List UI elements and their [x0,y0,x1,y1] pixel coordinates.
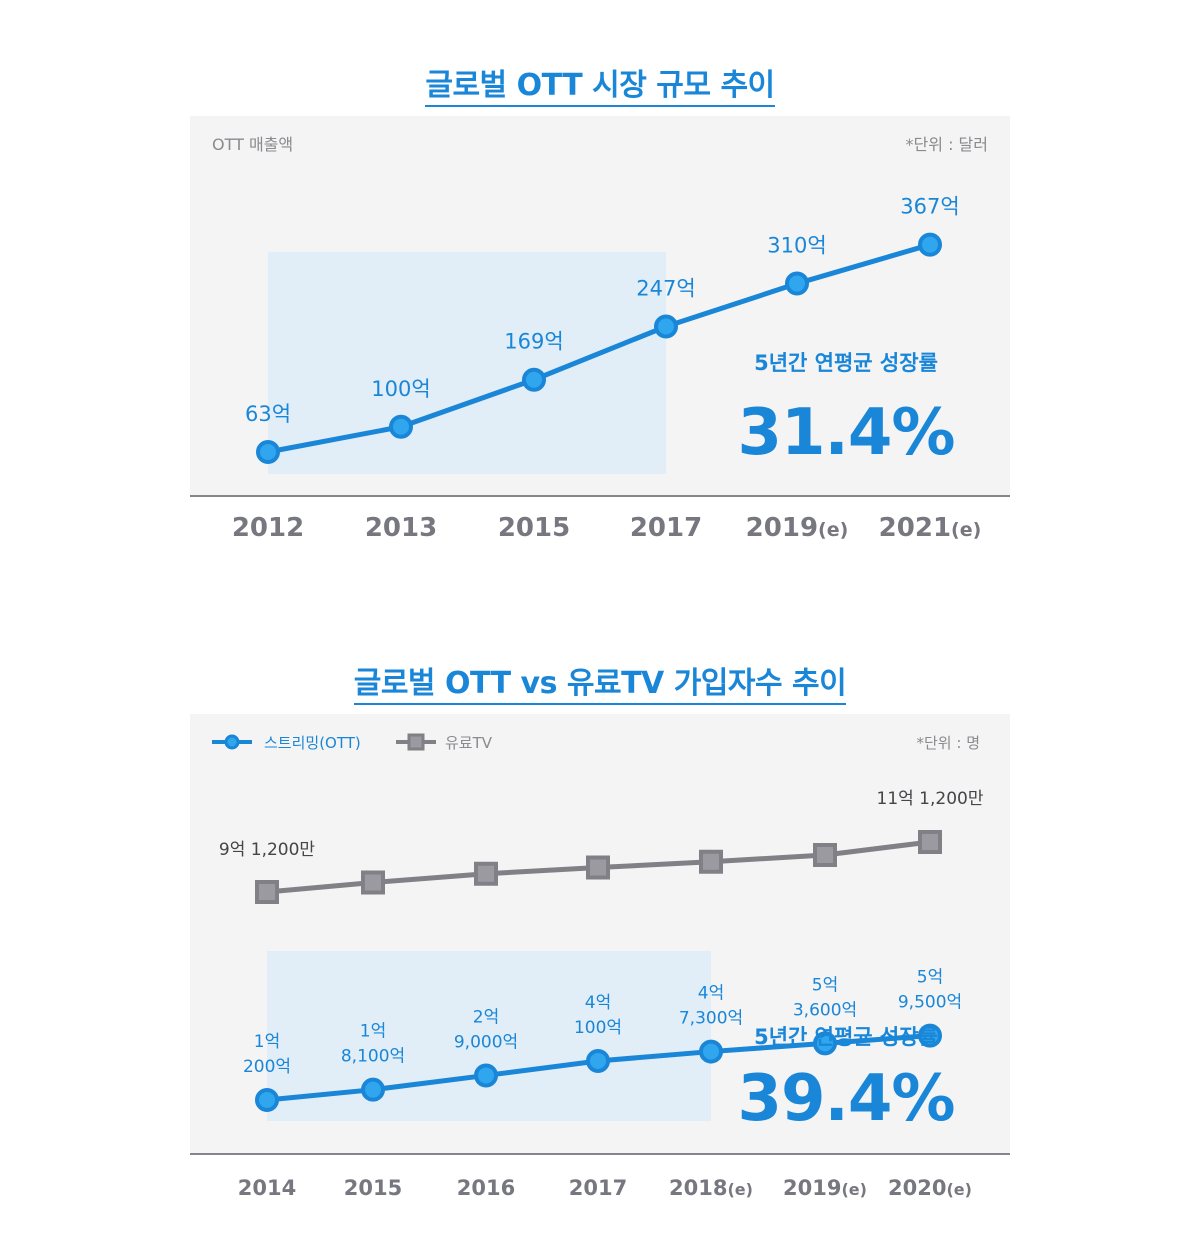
chart1-x-tick-label: 2012 [232,513,304,543]
chart1-point [918,232,942,257]
chart2-ott-label-line1: 5억 [917,968,943,988]
chart1-x-tick-label: 2015 [498,513,570,543]
chart2-ott-label-line2: 9,000억 [454,1032,518,1052]
chart2-growth-label: 5년간 연평균 성장률 [754,1025,938,1049]
chart2-ott-point [918,1023,942,1048]
chart2-tv-label-start: 9억 1,200만 [219,840,316,860]
chart2-svg: 스트리밍(OTT) 유료TV *단위 : 명 9억 1,200만 11억 1,200만 1… [190,714,1010,1200]
chart1-data-label: 63억 [245,402,291,426]
chart2-ott-label-line1: 1억 [360,1022,386,1042]
chart2-tv-point [813,843,837,867]
chart2-title-text: 글로벌 OTT vs 유료TV 가입자수 추이 [353,666,847,705]
chart2-tv-point [586,855,610,880]
chart1-x-tick-label: 2019(e) [746,513,849,543]
chart1-growth-label: 5년간 연평균 성장률 [754,351,938,375]
chart1-x-tick-label: 2013 [365,513,437,543]
chart1-point [389,414,413,439]
chart2-ott-point [361,1077,385,1102]
chart1-x-tick-label: 2017 [630,513,702,543]
chart2-ott-label-line2: 3,600억 [793,1000,857,1020]
chart1-unit-note: *단위 : 달러 [906,135,988,154]
chart2-tv-point [699,849,723,874]
chart2-unit-note: *단위 : 명 [917,734,981,752]
chart1-point [654,314,678,339]
chart1-series-caption: OTT 매출액 [212,135,293,154]
chart2-ott-label-line2: 100억 [574,1018,622,1038]
chart2-ott-label-line1: 1억 [254,1032,280,1052]
chart2-ott-label-line2: 8,100억 [341,1047,405,1067]
chart1-point [256,440,280,464]
chart2-ott-label-line1: 4억 [698,984,724,1004]
chart2-legend-ott-marker [224,734,240,750]
chart1-point [785,271,809,296]
chart2-ott-point [586,1048,610,1073]
chart2-ott-label-line1: 2억 [473,1007,499,1027]
chart2-x-tick-label: 2017 [569,1176,627,1200]
chart2-x-tick-label: 2018(e) [669,1176,753,1200]
chart2-growth-value: 39.4% [737,1062,954,1136]
chart2-tv-point [918,830,942,854]
chart2-ott-point [255,1088,279,1112]
chart2-ott-point [699,1039,723,1064]
chart1-series-line [267,242,931,455]
chart2-tv-point [361,870,385,895]
chart2-legend-ott-label: 스트리밍(OTT) [264,734,361,752]
chart2-ott-label-line1: 4억 [585,993,611,1013]
chart2-x-tick-label: 2020(e) [888,1176,972,1200]
chart1-point [522,367,546,392]
chart2-legend-tv-label: 유료TV [445,734,493,752]
chart2-x-tick-label: 2016 [457,1176,515,1200]
chart2-tv-point [255,880,279,904]
chart2-x-tick-label: 2014 [238,1176,296,1200]
chart1-data-label: 169억 [504,330,563,354]
chart2-tv-point [474,861,498,886]
chart2-ott-label-line2: 7,300억 [679,1009,743,1029]
chart1-data-label: 310억 [767,234,826,258]
chart1-title-text: 글로벌 OTT 시장 규모 추이 [425,68,775,107]
chart2-x-tick-label: 2015 [344,1176,402,1200]
chart1-x-tick-label: 2021(e) [879,513,982,543]
chart2-x-tick-label: 2019(e) [783,1176,867,1200]
chart1-data-label: 100억 [371,377,430,401]
chart1-svg: OTT 매출액 *단위 : 달러 63억 100억 169억 247억 310억 367억 20… [190,116,1010,543]
chart2-ott-label-line2: 200억 [243,1057,291,1077]
chart2-title: 글로벌 OTT vs 유료TV 가입자수 추이 [0,658,1200,705]
chart1-title: 글로벌 OTT 시장 규모 추이 [0,60,1200,107]
chart1-growth-value: 31.4% [737,396,954,470]
chart2-ott-label-line2: 9,500억 [898,993,962,1013]
chart1-data-label: 367억 [900,195,959,219]
chart2-ott-label-line1: 5억 [812,975,838,995]
chart2-legend-tv-marker [407,733,425,751]
chart2-ott-point [813,1031,837,1056]
chart2-ott-point [474,1063,498,1088]
chart2-tv-label-end: 11억 1,200만 [877,789,984,809]
chart1-data-label: 247억 [636,277,695,301]
